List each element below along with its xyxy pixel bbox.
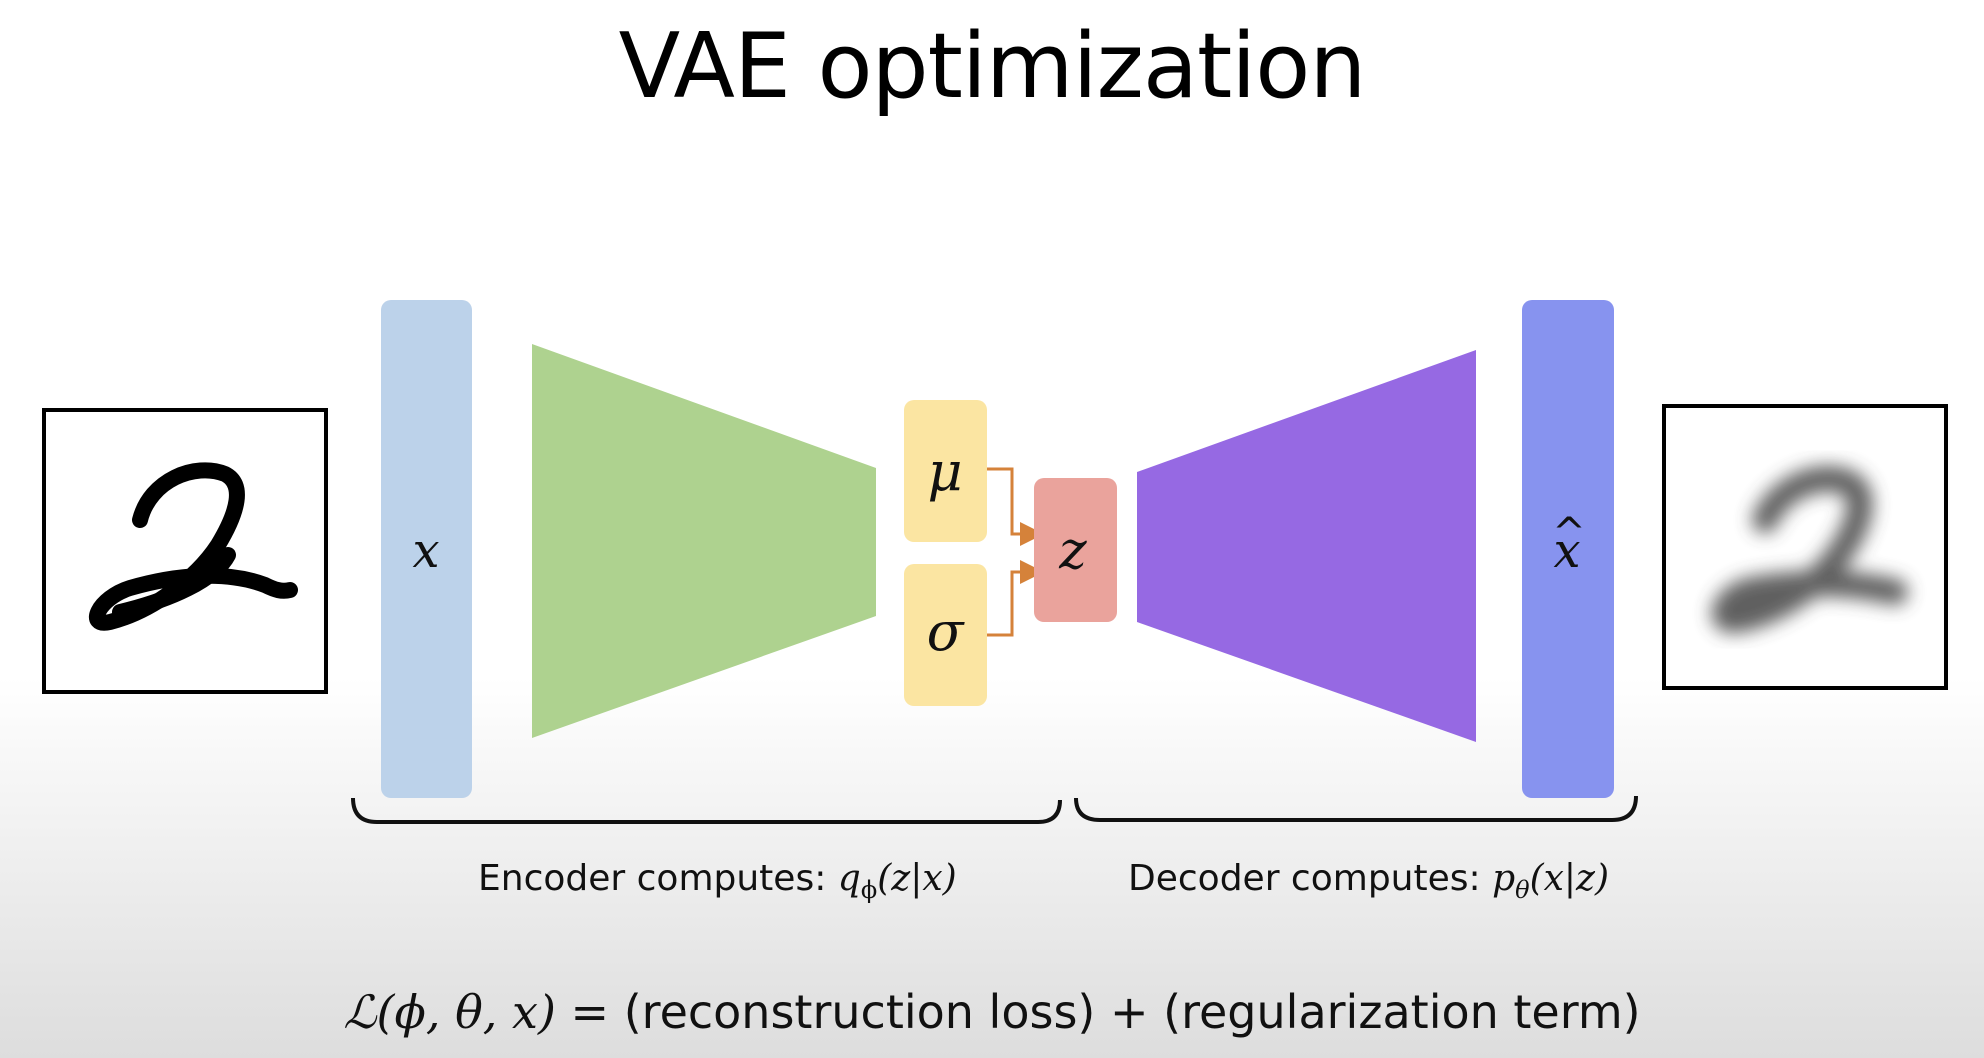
output-image (1662, 404, 1948, 690)
blurred-digit-2-icon (1711, 465, 1908, 633)
mu-box (904, 400, 987, 542)
input-image (42, 408, 328, 694)
loss-equation: ℒ(ϕ, θ, x) = (reconstruction loss) + (re… (0, 985, 1984, 1039)
sigma-label: σ (927, 600, 966, 663)
loss-term-regularization: (regularization term) (1163, 985, 1641, 1039)
sigma-box (904, 564, 987, 706)
mu-label: μ (927, 440, 962, 503)
input-bar (381, 300, 472, 798)
decoder-formula-sub: θ (1515, 876, 1530, 905)
latent-label: z (1058, 521, 1087, 581)
decoder-caption: Decoder computes: pθ(x|z) (1128, 858, 1609, 904)
output-label: x (1553, 523, 1580, 579)
page-title: VAE optimization (618, 14, 1367, 119)
loss-equals: = (555, 985, 624, 1039)
output-bar (1522, 300, 1614, 798)
encoder-caption-text: Encoder computes: (478, 858, 838, 899)
mu-to-z-arrow (987, 467, 1044, 546)
encoder-formula-args: (z|x) (877, 858, 957, 899)
loss-script-l: ℒ (343, 985, 377, 1039)
handwritten-digit-2-icon (89, 462, 298, 631)
encoder-formula-q: q (837, 858, 861, 899)
loss-term-reconstruction: (reconstruction loss) (623, 985, 1096, 1039)
encoder-formula-sub: ϕ (860, 876, 878, 905)
encoder-caption: Encoder computes: qϕ(z|x) (478, 858, 957, 904)
input-label: x (412, 523, 439, 579)
decoder-caption-text: Decoder computes: (1128, 858, 1493, 899)
decoder-formula-p: p (1492, 858, 1516, 899)
loss-plus: + (1095, 985, 1164, 1039)
decoder-formula-args: (x|z) (1529, 858, 1610, 899)
encoder-block (532, 344, 876, 738)
encoder-brace (351, 797, 1062, 824)
sigma-to-z-arrow (987, 560, 1044, 637)
latent-box (1034, 478, 1117, 622)
decoder-block (1137, 350, 1476, 742)
loss-args: (ϕ, θ, x) (376, 985, 556, 1039)
output-hat-label: ^ (1552, 510, 1586, 556)
decoder-brace (1074, 795, 1638, 822)
